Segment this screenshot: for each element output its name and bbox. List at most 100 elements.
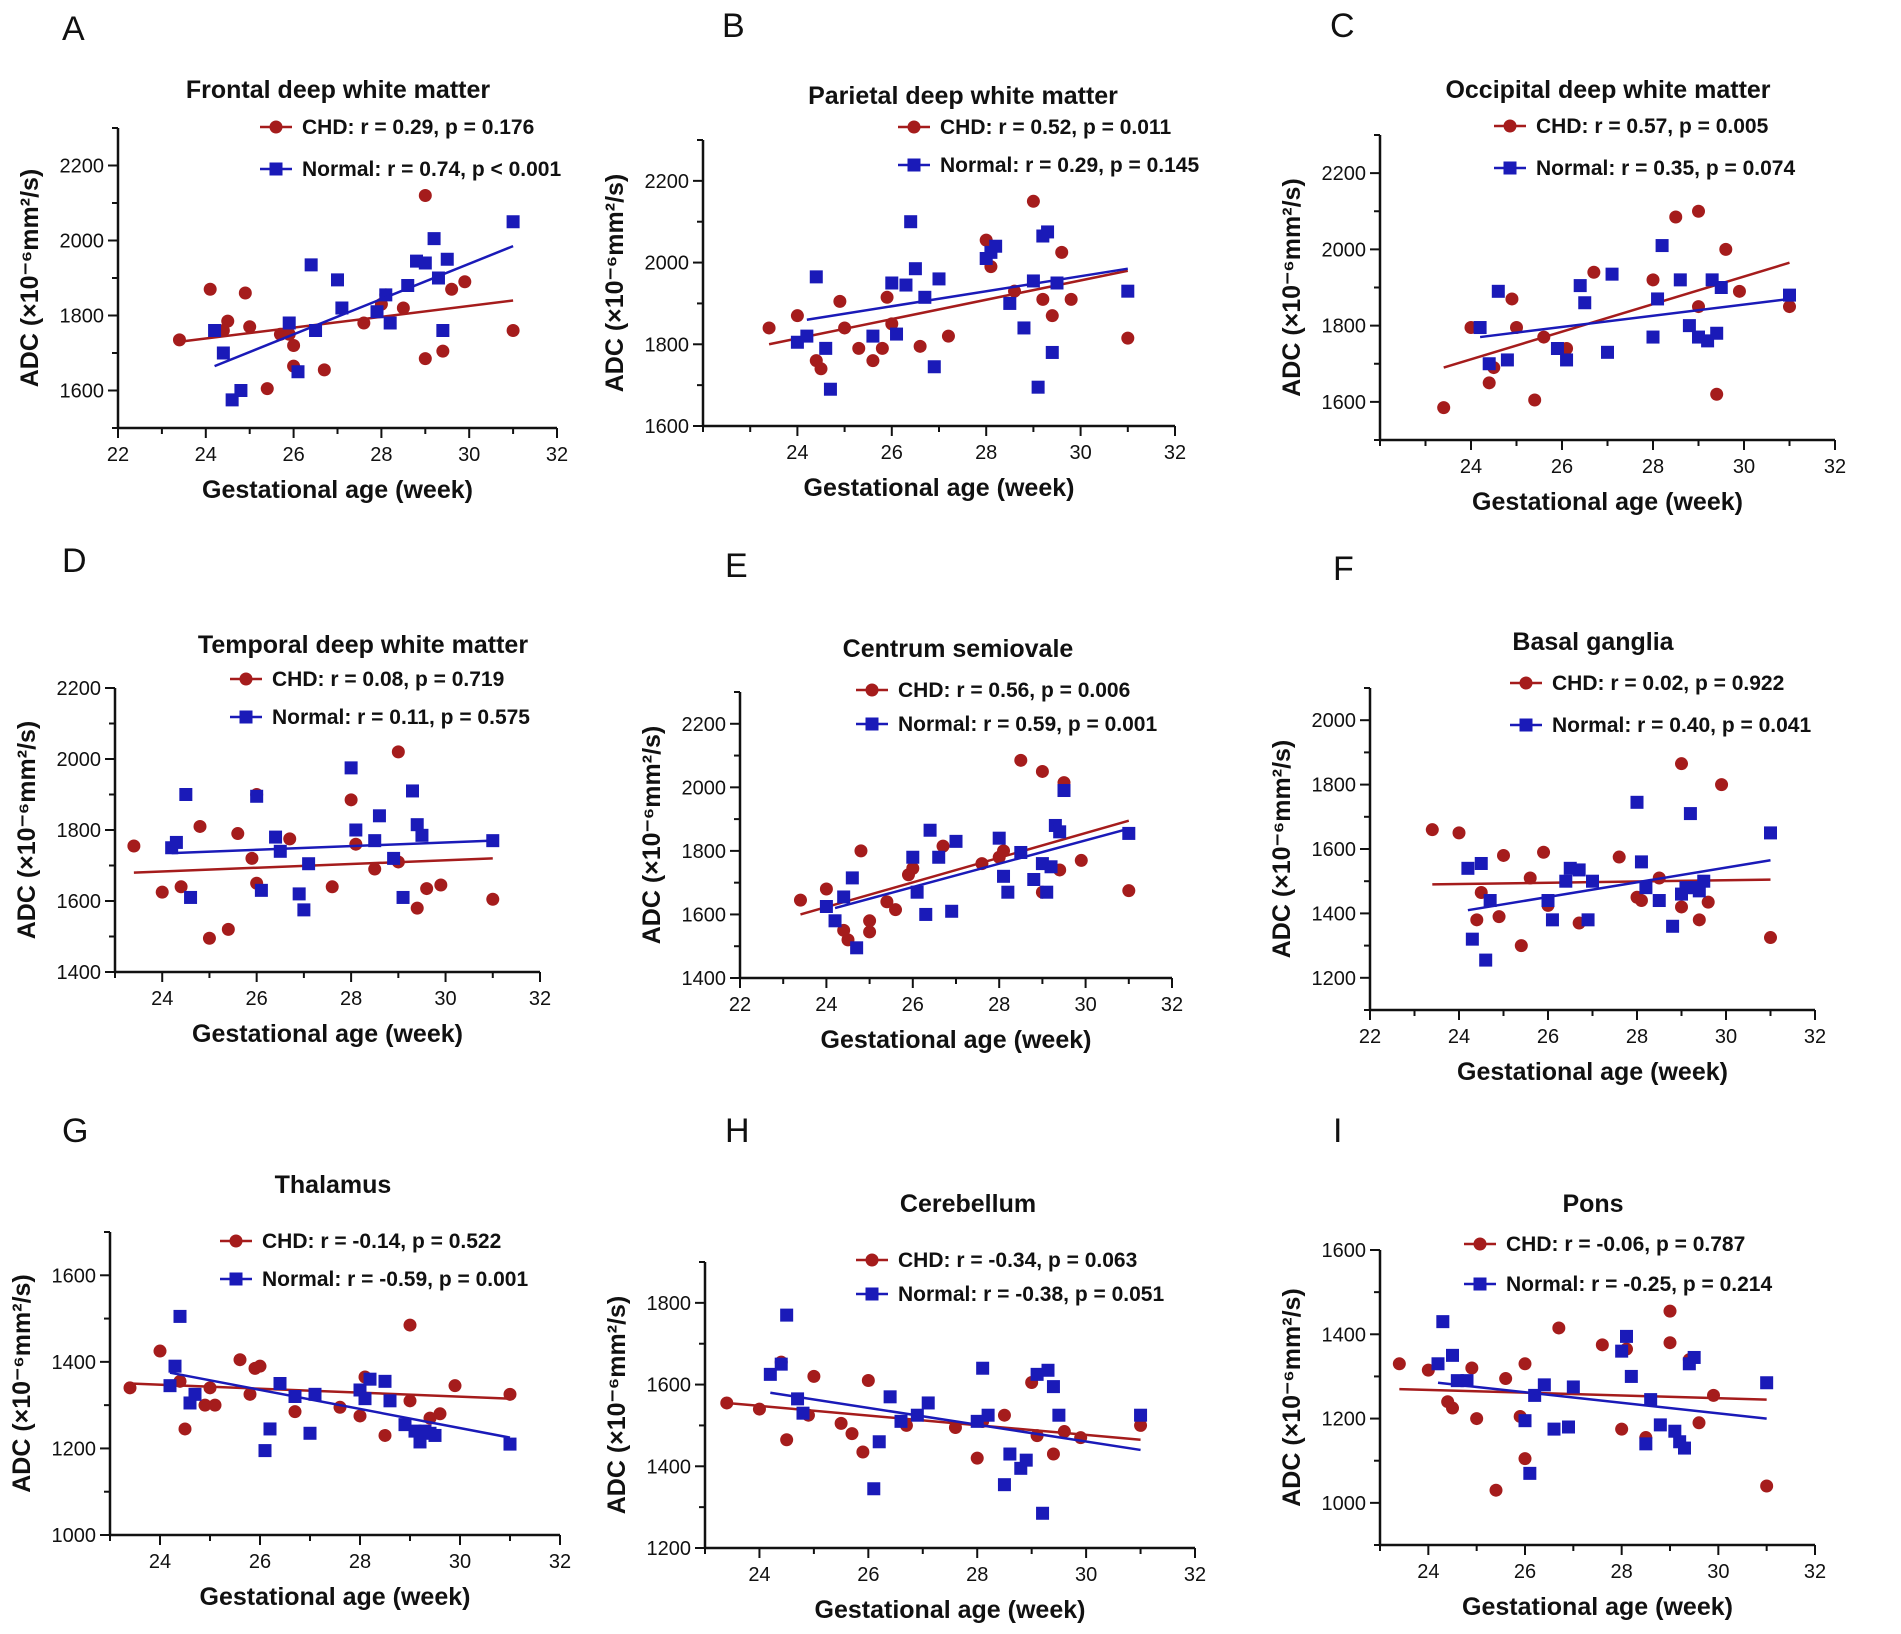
data-point-normal (208, 324, 222, 337)
data-point-normal (894, 1414, 908, 1428)
data-point-chd (1692, 204, 1705, 218)
data-point-normal (1019, 1453, 1033, 1467)
x-tick-label: 28 (1611, 1561, 1633, 1583)
data-point-normal (819, 900, 833, 913)
x-tick-label: 30 (1069, 442, 1091, 464)
data-point-normal (1030, 1367, 1044, 1381)
data-point-normal (1668, 1424, 1682, 1438)
data-point-chd (238, 286, 252, 300)
data-point-normal (383, 1394, 397, 1408)
x-axis-label: Gestational age (week) (202, 476, 473, 504)
data-point-normal (1573, 279, 1587, 293)
y-axis-label: ADC (×10⁻⁶mm²/s) (601, 174, 629, 393)
data-point-normal (1710, 326, 1724, 340)
data-point-normal (780, 1308, 794, 1322)
data-point-chd (1663, 1336, 1677, 1350)
data-point-chd (1707, 1388, 1720, 1402)
y-axis-label: ADC (×10⁻⁶mm²/s) (13, 721, 41, 940)
data-point-normal (1562, 1420, 1575, 1434)
data-point-normal (904, 215, 918, 229)
data-point-chd (1392, 1357, 1406, 1371)
series-chd (1392, 1304, 1774, 1497)
data-point-chd (1760, 1479, 1774, 1493)
data-point-normal (1031, 380, 1045, 394)
x-axis-label: Gestational age (week) (1462, 1593, 1733, 1621)
data-point-normal (1666, 919, 1680, 933)
data-point-chd (833, 294, 847, 308)
data-point-chd (793, 893, 807, 907)
data-point-chd (445, 282, 459, 296)
data-point-chd (790, 309, 804, 323)
series-chd (1437, 204, 1796, 415)
data-point-normal (308, 1387, 322, 1401)
legend-label: CHD: r = -0.34, p = 0.063 (898, 1249, 1137, 1272)
legend-marker (269, 162, 283, 176)
panel-letter: D (62, 542, 87, 580)
data-point-normal (408, 1424, 422, 1438)
series-chd (762, 194, 1135, 376)
data-point-chd (198, 1398, 212, 1412)
y-axis-label: ADC (×10⁻⁶mm²/s) (1268, 740, 1296, 959)
data-point-chd (1692, 913, 1706, 927)
data-point-chd (1783, 300, 1796, 314)
data-point-normal (1572, 863, 1586, 877)
panel-c: C Occipital deep white matter 24 26 28 30 32 16… (1278, 7, 1846, 516)
data-point-normal (292, 887, 306, 901)
panel-letter: B (722, 7, 745, 45)
data-point-normal (250, 789, 264, 803)
data-point-normal (1518, 1414, 1532, 1428)
data-point-chd (819, 882, 833, 896)
x-tick-label: 26 (1551, 456, 1573, 478)
panel-letter: I (1333, 1112, 1342, 1150)
data-point-chd (283, 832, 297, 846)
data-point-chd (433, 1407, 447, 1421)
panel-title: Occipital deep white matter (1445, 76, 1770, 104)
data-point-normal (1714, 281, 1728, 294)
data-point-chd (208, 1398, 222, 1412)
data-point-chd (1036, 292, 1050, 306)
y-tick-label: 1600 (645, 416, 690, 438)
data-point-normal (415, 828, 429, 842)
panel-title: Temporal deep white matter (198, 631, 528, 659)
x-tick-label: 32 (1804, 1561, 1826, 1583)
y-tick-label: 2200 (682, 714, 727, 736)
data-point-chd (1064, 292, 1078, 306)
y-tick-label: 2000 (682, 777, 727, 799)
x-tick-label: 26 (249, 1551, 271, 1573)
legend-marker (229, 1234, 243, 1248)
data-point-normal (163, 1379, 177, 1393)
data-point-normal (1566, 1380, 1580, 1394)
data-point-normal (774, 1357, 788, 1371)
legend-label: CHD: r = -0.14, p = 0.522 (262, 1230, 501, 1253)
data-point-chd (436, 344, 450, 358)
series-normal (763, 1308, 1148, 1520)
data-point-chd (1701, 895, 1715, 909)
data-point-normal (1683, 807, 1697, 821)
legend-label: CHD: r = 0.56, p = 0.006 (898, 679, 1130, 702)
data-point-normal (890, 327, 904, 341)
data-point-normal (269, 830, 283, 844)
fit-line-normal (770, 1391, 1141, 1452)
data-point-chd (997, 1408, 1011, 1422)
x-axis-label: Gestational age (week) (1457, 1058, 1728, 1086)
series-normal (163, 1309, 517, 1458)
data-point-normal (800, 329, 814, 343)
data-point-chd (1046, 1447, 1060, 1461)
y-tick-label: 1800 (682, 841, 727, 863)
data-point-normal (440, 252, 454, 266)
data-point-normal (828, 914, 842, 928)
y-tick-label: 1800 (645, 334, 690, 356)
fit-line-chd (1399, 1387, 1767, 1401)
data-point-normal (1697, 874, 1711, 888)
data-point-chd (1014, 753, 1028, 767)
data-point-normal (1001, 885, 1015, 899)
legend-label: Normal: r = 0.29, p = 0.145 (940, 154, 1199, 177)
data-point-chd (875, 341, 889, 355)
x-tick-label: 32 (549, 1551, 571, 1573)
x-tick-label: 26 (857, 1564, 879, 1586)
data-point-normal (945, 904, 959, 918)
data-point-normal (850, 941, 864, 955)
panel-letter: G (62, 1112, 88, 1150)
y-tick-label: 1200 (1312, 968, 1357, 990)
y-tick-label: 1200 (1322, 1409, 1367, 1431)
